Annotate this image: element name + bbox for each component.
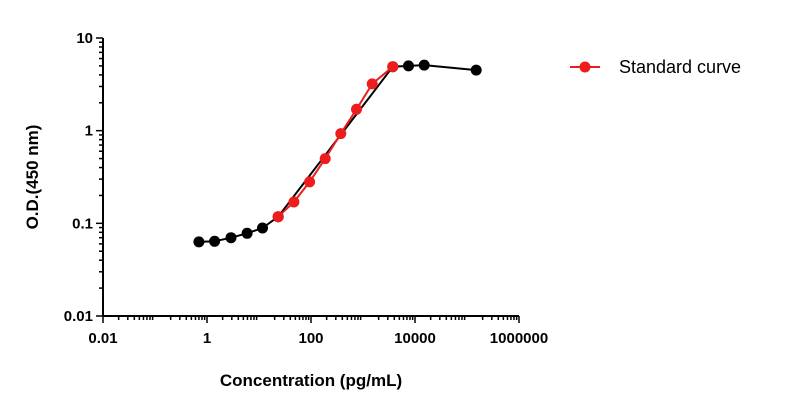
series-1-point-5 <box>351 103 362 115</box>
series-1-point-0 <box>272 211 284 223</box>
x-tick-label-1: 1 <box>203 330 211 347</box>
x-axis: 0.01 1 100 10000 1000000 <box>88 315 548 347</box>
legend-marker-standard-curve <box>579 61 591 73</box>
y-axis: 0.01 0.1 1 10 <box>64 30 104 325</box>
series-0-point-3 <box>241 227 253 239</box>
x-ticks: 0.01 1 100 10000 1000000 <box>88 316 548 347</box>
series-0-point-0 <box>193 236 205 248</box>
series-0-point-9 <box>470 64 482 76</box>
x-tick-label-4: 1000000 <box>490 330 548 347</box>
series-0-point-4 <box>257 222 268 234</box>
series-line-0 <box>198 64 477 243</box>
y-tick-label-3: 10 <box>76 30 93 47</box>
series-1-point-3 <box>319 153 331 165</box>
x-axis-title: Concentration (pg/mL) <box>220 371 402 390</box>
series-1-point-2 <box>304 176 316 188</box>
series-0-point-7 <box>403 60 414 72</box>
x-tick-label-0: 0.01 <box>88 330 117 347</box>
y-tick-label-0: 0.01 <box>64 308 93 325</box>
series-1-point-1 <box>288 196 300 208</box>
legend-label-standard-curve: Standard curve <box>619 57 741 77</box>
x-tick-label-2: 100 <box>298 330 323 347</box>
y-tick-label-1: 0.1 <box>72 215 93 232</box>
series-0-point-2 <box>225 232 237 244</box>
legend: Standard curve <box>570 57 741 77</box>
series-1-point-6 <box>366 78 378 90</box>
y-tick-label-2: 1 <box>85 123 93 140</box>
series-0-point-1 <box>209 235 221 247</box>
series-1-point-4 <box>335 128 347 140</box>
x-tick-label-3: 10000 <box>394 330 436 347</box>
series-0-point-8 <box>418 59 430 71</box>
series-layer <box>193 59 482 248</box>
y-ticks: 0.01 0.1 1 10 <box>64 30 103 325</box>
series-1-point-7 <box>387 61 399 73</box>
y-axis-title: O.D.(450 nm) <box>23 125 42 230</box>
